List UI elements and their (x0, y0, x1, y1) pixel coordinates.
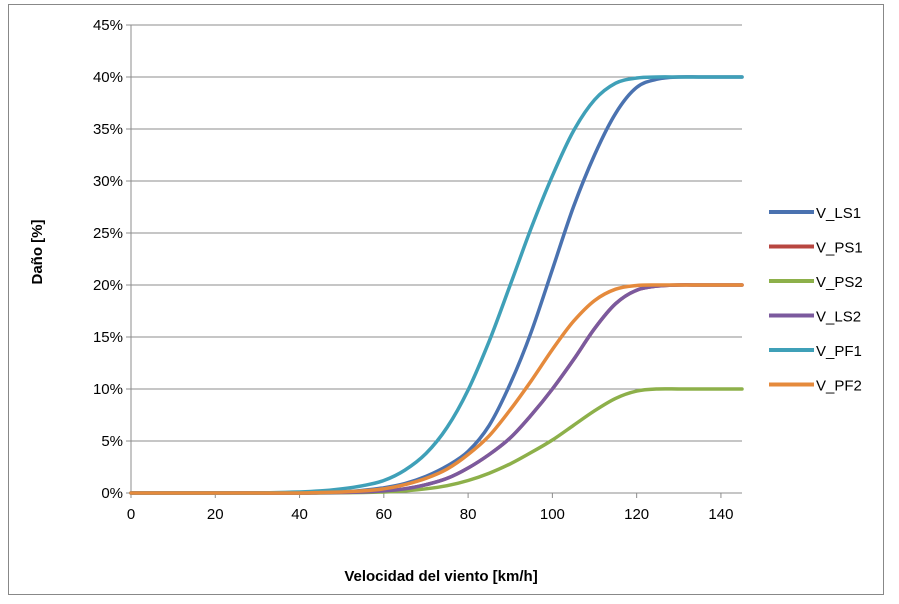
legend-label: V_PF1 (816, 343, 862, 360)
legend-label: V_PS2 (816, 274, 863, 291)
x-tick-label: 120 (624, 506, 649, 523)
chart-area: 0% 5% 10% 15% 20% 25% 30% 35% 40% 45% 0 20 40 60 80 100… (8, 4, 884, 595)
y-tick-label: 30% (93, 173, 123, 190)
x-tick-label: 40 (291, 506, 308, 523)
x-tick-label: 80 (460, 506, 477, 523)
y-tick-label: 15% (93, 329, 123, 346)
legend-label: V_LS2 (816, 309, 861, 326)
x-axis-title: Velocidad del viento [km/h] (344, 568, 537, 585)
x-tick-label: 100 (540, 506, 565, 523)
line-chart: 0% 5% 10% 15% 20% 25% 30% 35% 40% 45% 0 20 40 60 80 100… (29, 17, 863, 585)
gridlines (131, 24, 742, 442)
legend-label: V_LS1 (816, 205, 861, 222)
y-axis-title: Daño [%] (29, 220, 46, 285)
x-tick-label: 60 (375, 506, 392, 523)
x-tick-label: 140 (708, 506, 733, 523)
y-tick-label: 10% (93, 381, 123, 398)
x-tick-label: 20 (207, 506, 224, 523)
y-tick-label: 25% (93, 225, 123, 242)
legend-label: V_PS1 (816, 240, 863, 257)
series-lines (129, 75, 744, 495)
x-tick-label: 0 (127, 506, 135, 523)
series-line-v-pf2 (129, 283, 744, 495)
y-tick-label: 45% (93, 17, 123, 34)
axes: 0% 5% 10% 15% 20% 25% 30% 35% 40% 45% 0 20 40 60 80 100… (93, 17, 742, 523)
y-tick-label: 20% (93, 277, 123, 294)
y-tick-label: 5% (101, 433, 123, 450)
legend-label: V_PF2 (816, 378, 862, 395)
y-tick-label: 35% (93, 121, 123, 138)
y-tick-label: 0% (101, 485, 123, 502)
y-tick-label: 40% (93, 69, 123, 86)
legend: V_LS1 V_PS1 V_PS2 V_LS2 V_PF1 V_PF2 (769, 205, 863, 395)
